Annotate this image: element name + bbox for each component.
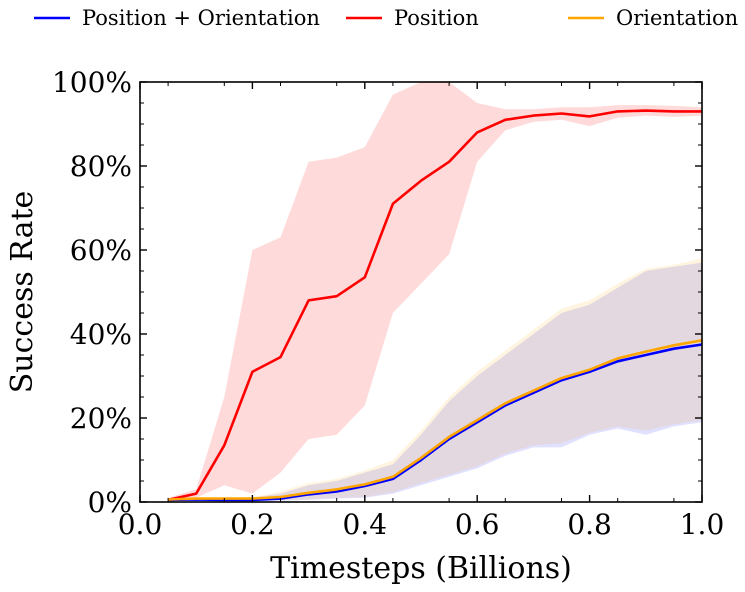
y-tick-label: 100% <box>52 66 132 99</box>
line-orientation <box>168 339 703 501</box>
band-position-orientation <box>168 262 703 502</box>
confidence-bands <box>168 82 703 502</box>
band-orientation <box>168 258 703 501</box>
x-tick-label: 0.6 <box>455 508 500 541</box>
y-tick-label: 40% <box>70 318 132 351</box>
legend: Position + Orientation Position Orientatio… <box>34 6 738 30</box>
y-axis-label: Success Rate <box>5 191 40 394</box>
y-tick-label: 80% <box>70 150 132 183</box>
legend-label-orientation: Orientation <box>616 6 738 30</box>
band-position <box>168 82 703 502</box>
legend-label-position-orientation: Position + Orientation <box>82 6 320 30</box>
x-tick-label: 0.4 <box>343 508 388 541</box>
legend-label-position: Position <box>394 6 479 30</box>
series-lines <box>167 109 703 502</box>
x-tick-label: 0.0 <box>118 508 163 541</box>
line-position <box>167 109 702 502</box>
y-tick-label: 60% <box>70 234 132 267</box>
x-tick-label: 1.0 <box>680 508 725 541</box>
y-tick-label: 0% <box>88 486 132 519</box>
x-tick-label: 0.2 <box>230 508 275 541</box>
x-tick-label: 0.8 <box>567 508 612 541</box>
x-axis-label: Timesteps (Billions) <box>270 551 572 586</box>
line-position-orientation <box>168 343 703 502</box>
y-tick-label: 20% <box>70 402 132 435</box>
axis-ticks: 0.0 0.2 0.4 0.6 0.8 1.0 0% 20% 40% 60% 80% 100% <box>52 66 724 541</box>
